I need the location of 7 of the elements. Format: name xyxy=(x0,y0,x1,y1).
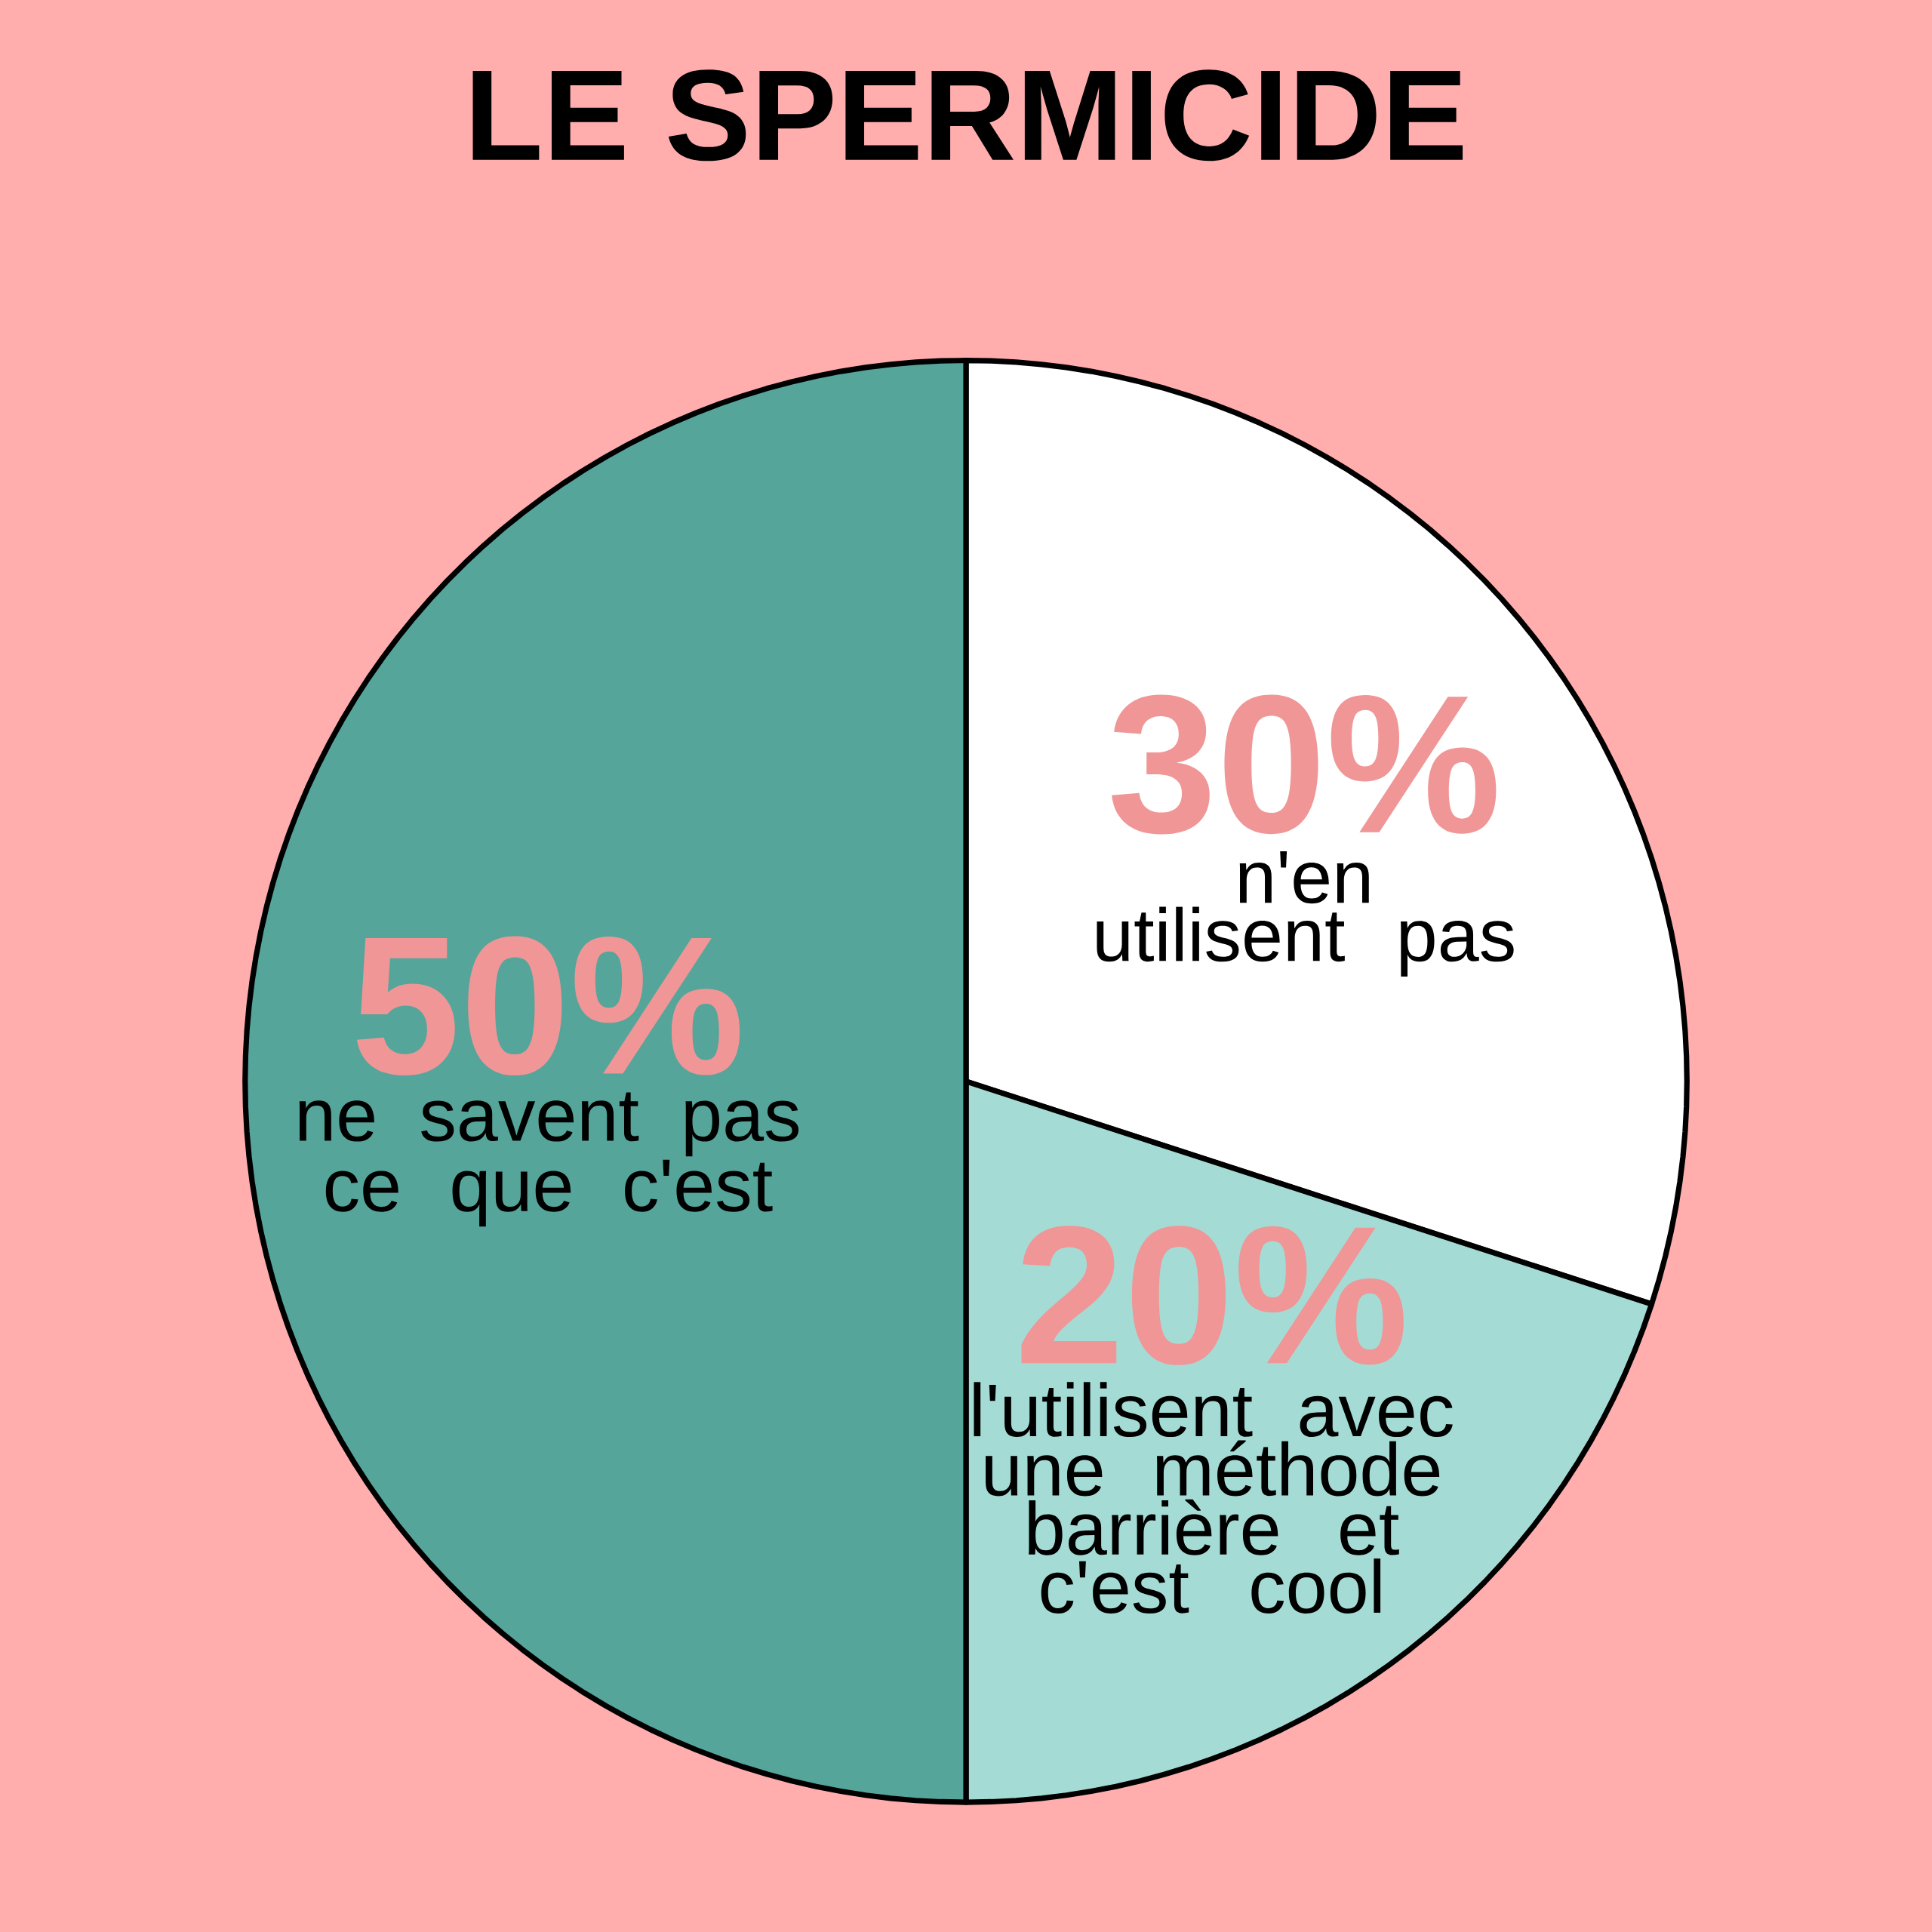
chart-title: LE SPERMICIDE xyxy=(472,69,1463,162)
data-label: 20% xyxy=(1021,1226,1404,1365)
slice-label: n'en utilisent pas xyxy=(1097,851,1514,977)
data-label: 30% xyxy=(1112,694,1497,835)
data-label: 50% xyxy=(356,936,740,1076)
slice-label: ne savent pas ce que c'est xyxy=(299,1092,799,1227)
slice-label: l'utilisent avec une méthode barrière et c'est cool xyxy=(974,1382,1453,1614)
